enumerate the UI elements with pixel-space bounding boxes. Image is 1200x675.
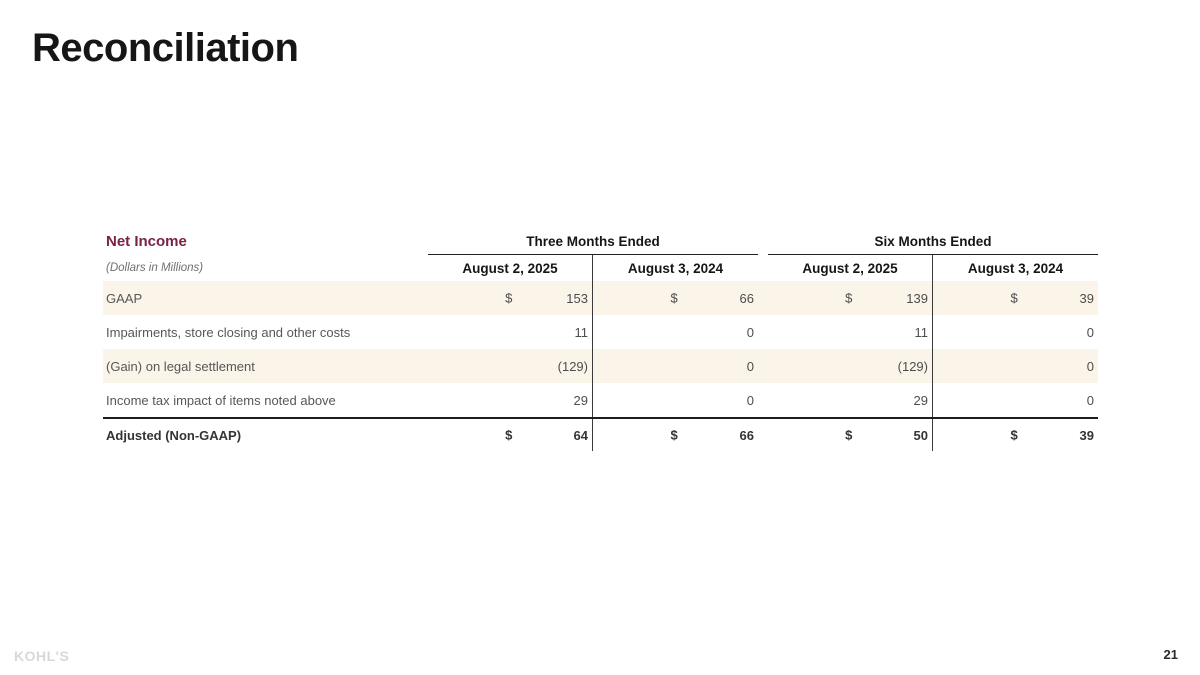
cell-6mo-2024: $39: [933, 419, 1098, 451]
cell-6mo-2025: (129): [768, 349, 933, 383]
table-row-impairments: Impairments, store closing and other cos…: [103, 315, 1098, 349]
dollar-sign: $: [670, 427, 678, 443]
cell-6mo-2025: 11: [768, 315, 933, 349]
cell-value: 0: [746, 392, 754, 408]
group-gap: [758, 315, 768, 349]
cell-6mo-2025: $139: [768, 281, 933, 315]
table-section-title: Net Income: [106, 233, 187, 250]
cell-3mo-2024: 0: [593, 383, 758, 417]
cell-value: 153: [566, 290, 588, 306]
table-row-income-tax-impact: Income tax impact of items noted above 2…: [103, 383, 1098, 417]
group-gap: [758, 281, 768, 315]
cell-value: 0: [746, 324, 754, 340]
cell-value: (129): [897, 358, 928, 374]
group-gap: [758, 419, 768, 451]
row-label: Impairments, store closing and other cos…: [106, 324, 351, 340]
cell-3mo-2024: 0: [593, 349, 758, 383]
table-row-gain-legal-settlement: (Gain) on legal settlement (129) 0 (129)…: [103, 349, 1098, 383]
cell-value: 0: [746, 358, 754, 374]
cell-value: 29: [913, 392, 928, 408]
table-row-gaap: GAAP $153 $66 $139 $39: [103, 281, 1098, 315]
cell-6mo-2025: 29: [768, 383, 933, 417]
units-note: (Dollars in Millions): [106, 262, 204, 274]
group-header-six-months: Six Months Ended: [768, 228, 1098, 255]
kohls-logo: KOHL'S: [14, 648, 70, 664]
cell-value: 11: [914, 324, 929, 340]
reconciliation-table: Net Income Three Months Ended Six Months…: [103, 228, 1098, 451]
row-label: Adjusted (Non-GAAP): [106, 427, 242, 443]
cell-3mo-2024: 0: [593, 315, 758, 349]
group-gap: [758, 255, 768, 281]
cell-value: 39: [1079, 290, 1094, 306]
cell-value: 0: [1086, 392, 1094, 408]
cell-3mo-2025: (129): [428, 349, 593, 383]
cell-value: 66: [739, 427, 754, 443]
group-gap: [758, 349, 768, 383]
cell-6mo-2025: $50: [768, 419, 933, 451]
dollar-sign: $: [1010, 290, 1018, 306]
cell-value: 139: [906, 290, 928, 306]
cell-value: 0: [1086, 358, 1094, 374]
cell-3mo-2025: $64: [428, 419, 593, 451]
cell-3mo-2024: $66: [593, 281, 758, 315]
dollar-sign: $: [505, 290, 513, 306]
cell-3mo-2025: 29: [428, 383, 593, 417]
row-label: (Gain) on legal settlement: [106, 358, 255, 374]
cell-6mo-2024: $39: [933, 281, 1098, 315]
cell-3mo-2024: $66: [593, 419, 758, 451]
cell-value: 66: [739, 290, 754, 306]
table-row-adjusted-non-gaap: Adjusted (Non-GAAP) $64 $66 $50 $39: [103, 417, 1098, 451]
cell-3mo-2025: 11: [428, 315, 593, 349]
table-group-header-row: Net Income Three Months Ended Six Months…: [103, 228, 1098, 255]
cell-6mo-2024: 0: [933, 315, 1098, 349]
cell-6mo-2024: 0: [933, 383, 1098, 417]
page-title: Reconciliation: [32, 26, 299, 70]
cell-value: 29: [573, 392, 588, 408]
dollar-sign: $: [1010, 427, 1018, 443]
cell-6mo-2024: 0: [933, 349, 1098, 383]
cell-value: (129): [557, 358, 588, 374]
cell-value: 64: [573, 427, 588, 443]
column-header-6mo-2024: August 3, 2024: [967, 260, 1064, 276]
group-gap: [758, 383, 768, 417]
column-header-3mo-2025: August 2, 2025: [428, 255, 593, 281]
dollar-sign: $: [505, 427, 513, 443]
dollar-sign: $: [670, 290, 678, 306]
page-number: 21: [1163, 647, 1178, 662]
row-label: GAAP: [106, 290, 143, 306]
dollar-sign: $: [845, 427, 853, 443]
group-gap: [758, 228, 768, 255]
cell-value: 50: [913, 427, 928, 443]
group-header-three-months: Three Months Ended: [428, 228, 758, 255]
column-header-6mo-2025: August 2, 2025: [768, 255, 933, 281]
dollar-sign: $: [845, 290, 853, 306]
cell-value: 39: [1079, 427, 1094, 443]
column-header-3mo-2024: August 3, 2024: [627, 260, 724, 276]
cell-value: 0: [1086, 324, 1094, 340]
table-column-header-row: (Dollars in Millions) August 2, 2025 Aug…: [103, 255, 1098, 281]
cell-3mo-2025: $153: [428, 281, 593, 315]
cell-value: 11: [574, 324, 589, 340]
row-label: Income tax impact of items noted above: [106, 392, 336, 408]
